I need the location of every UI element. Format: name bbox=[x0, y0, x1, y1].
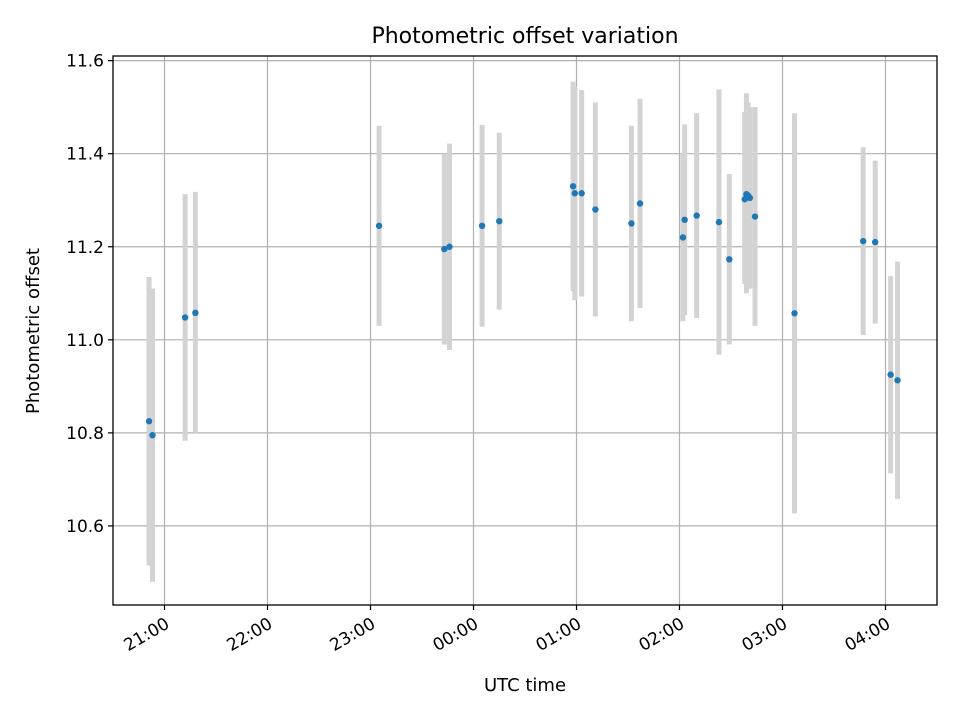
data-point bbox=[192, 309, 199, 317]
data-point bbox=[872, 238, 879, 246]
y-axis: 10.6 10.8 11.0 11.2 11.4 11.6 bbox=[66, 52, 113, 537]
y-tick-label: 10.6 bbox=[66, 517, 104, 537]
data-point bbox=[681, 216, 688, 223]
data-point bbox=[181, 314, 189, 321]
data-point bbox=[859, 237, 867, 245]
chart-title: Photometric offset variation bbox=[371, 24, 678, 49]
data-point bbox=[592, 206, 599, 213]
data-point bbox=[478, 222, 486, 230]
data-point bbox=[441, 245, 448, 253]
y-tick-label: 10.8 bbox=[66, 424, 104, 444]
y-axis-label: Photometric offset bbox=[23, 248, 44, 414]
data-point bbox=[726, 256, 733, 263]
data-point bbox=[887, 371, 894, 378]
data-point bbox=[693, 212, 700, 219]
data-point bbox=[715, 218, 723, 226]
data-point bbox=[578, 190, 585, 197]
y-tick-label: 11.2 bbox=[66, 238, 104, 258]
y-tick-label: 11.4 bbox=[66, 145, 104, 165]
data-point bbox=[446, 243, 453, 250]
data-point bbox=[569, 183, 577, 190]
data-point bbox=[571, 190, 578, 197]
data-point bbox=[496, 217, 503, 225]
data-point bbox=[679, 234, 687, 241]
plot-frame bbox=[112, 55, 938, 606]
data-point bbox=[746, 194, 754, 202]
data-point bbox=[145, 418, 153, 425]
data-point bbox=[628, 220, 635, 227]
data-point bbox=[149, 431, 156, 439]
y-tick-label: 11.0 bbox=[66, 331, 104, 351]
data-point bbox=[375, 222, 383, 230]
data-point bbox=[791, 310, 798, 317]
data-points bbox=[145, 183, 901, 439]
data-point bbox=[894, 377, 901, 384]
data-point bbox=[636, 200, 644, 207]
data-point bbox=[751, 213, 759, 220]
x-axis-label: UTC time bbox=[484, 675, 566, 696]
y-tick-label: 11.6 bbox=[66, 52, 104, 72]
